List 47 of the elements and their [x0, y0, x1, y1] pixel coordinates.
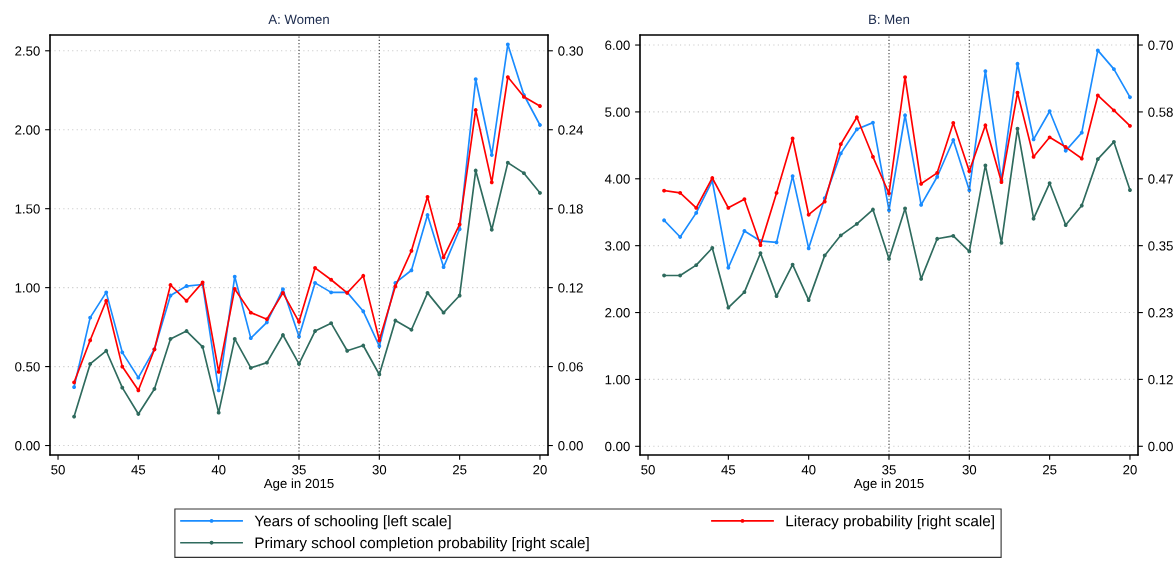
- y2-tick-label: 0.00: [558, 441, 583, 451]
- x-tick-label: 45: [721, 465, 736, 475]
- x-tick-label: 35: [292, 465, 306, 475]
- chart-title: B: Men: [869, 14, 910, 25]
- y2-tick-label: 0.24: [558, 125, 584, 135]
- y2-tick-label: 0.58: [1148, 107, 1173, 117]
- y-tick-label: 6.00: [605, 40, 630, 50]
- x-axis-title: Age in 2015: [853, 478, 924, 491]
- chart-title: A: Women: [268, 14, 329, 25]
- y2-tick-label: 0.70: [1148, 40, 1173, 50]
- x-tick-label: 50: [641, 465, 655, 475]
- y2-tick-label: 0.00: [1148, 441, 1173, 452]
- legend-label: Years of schooling [left scale]: [254, 515, 451, 530]
- y-tick-label: 1.00: [605, 374, 630, 385]
- y-tick-label: 1.00: [15, 283, 40, 293]
- y2-tick-label: 0.47: [1148, 174, 1173, 184]
- x-tick-label: 30: [372, 465, 387, 475]
- x-tick-label: 40: [801, 465, 816, 475]
- legend-label: Literacy probability [right scale]: [786, 515, 994, 530]
- x-tick-label: 30: [962, 465, 977, 475]
- y-tick-label: 0.00: [605, 441, 630, 452]
- y-tick-label: 2.50: [15, 46, 40, 56]
- x-tick-label: 45: [131, 465, 146, 475]
- y-tick-label: 1.50: [15, 204, 40, 214]
- y2-tick-label: 0.06: [558, 362, 583, 372]
- legend-label: Primary school completion probability [right scale]: [255, 537, 589, 552]
- x-tick-label: 50: [51, 465, 65, 475]
- x-tick-label: 40: [211, 465, 226, 475]
- y2-tick-label: 0.23: [1148, 308, 1173, 318]
- y-tick-label: 2.00: [15, 125, 40, 135]
- x-tick-label: 25: [1042, 465, 1057, 475]
- x-tick-label: 20: [1123, 465, 1137, 475]
- y2-tick-label: 0.18: [558, 204, 583, 214]
- y2-tick-label: 0.12: [1148, 374, 1173, 385]
- y2-tick-label: 0.35: [1148, 241, 1173, 251]
- y-tick-label: 4.00: [604, 174, 630, 184]
- x-tick-label: 25: [452, 465, 467, 475]
- x-tick-label: 20: [533, 465, 547, 475]
- y-tick-label: 0.00: [15, 441, 40, 451]
- x-axis-title: Age in 2015: [263, 478, 334, 491]
- y-tick-label: 3.00: [605, 241, 630, 251]
- y-tick-label: 2.00: [605, 308, 630, 318]
- y2-tick-label: 0.30: [558, 46, 583, 56]
- y-tick-label: 5.00: [605, 107, 630, 117]
- x-tick-label: 35: [882, 465, 896, 475]
- y-tick-label: 0.50: [15, 362, 40, 372]
- y2-tick-label: 0.12: [558, 283, 583, 293]
